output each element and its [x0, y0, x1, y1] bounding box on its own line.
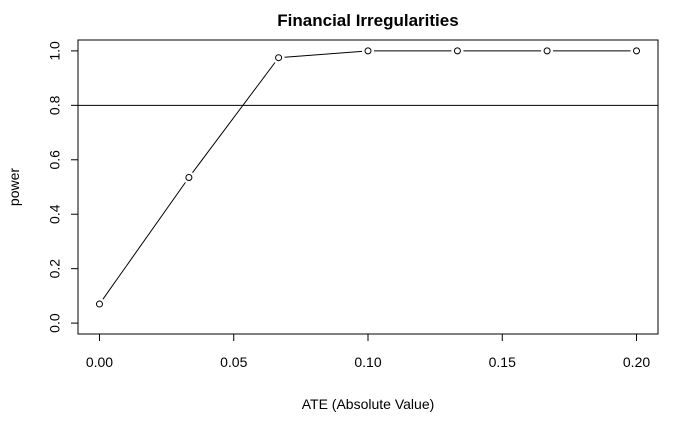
plot-frame [77, 39, 659, 335]
x-tick-label: 0.00 [86, 354, 113, 370]
x-tick-label: 0.15 [489, 354, 516, 370]
x-axis: 0.00 0.05 0.10 0.15 0.20 [86, 333, 650, 370]
chart-title: Financial Irregularities [277, 11, 458, 30]
data-series [95, 47, 641, 308]
y-tick-label: 0.8 [47, 95, 63, 115]
data-point [633, 47, 641, 55]
data-point [543, 47, 551, 55]
y-axis: 0.0 0.2 0.4 0.6 0.8 1.0 [47, 41, 79, 333]
data-point [185, 173, 193, 181]
x-axis-label: ATE (Absolute Value) [302, 396, 435, 412]
data-point [453, 47, 461, 55]
series-segment [102, 182, 186, 300]
y-axis-label: power [6, 168, 22, 206]
series-segment [284, 50, 363, 58]
y-tick-label: 0.0 [47, 313, 63, 333]
data-point [95, 300, 103, 308]
y-tick-label: 1.0 [47, 41, 63, 61]
data-point [364, 47, 372, 55]
y-tick-label: 0.2 [47, 259, 63, 279]
y-tick-label: 0.6 [47, 150, 63, 170]
x-tick-label: 0.20 [623, 354, 650, 370]
series-segment [192, 62, 276, 173]
y-tick-label: 0.4 [47, 204, 63, 224]
x-tick-label: 0.05 [220, 354, 247, 370]
x-tick-label: 0.10 [354, 354, 381, 370]
data-point [275, 54, 283, 62]
